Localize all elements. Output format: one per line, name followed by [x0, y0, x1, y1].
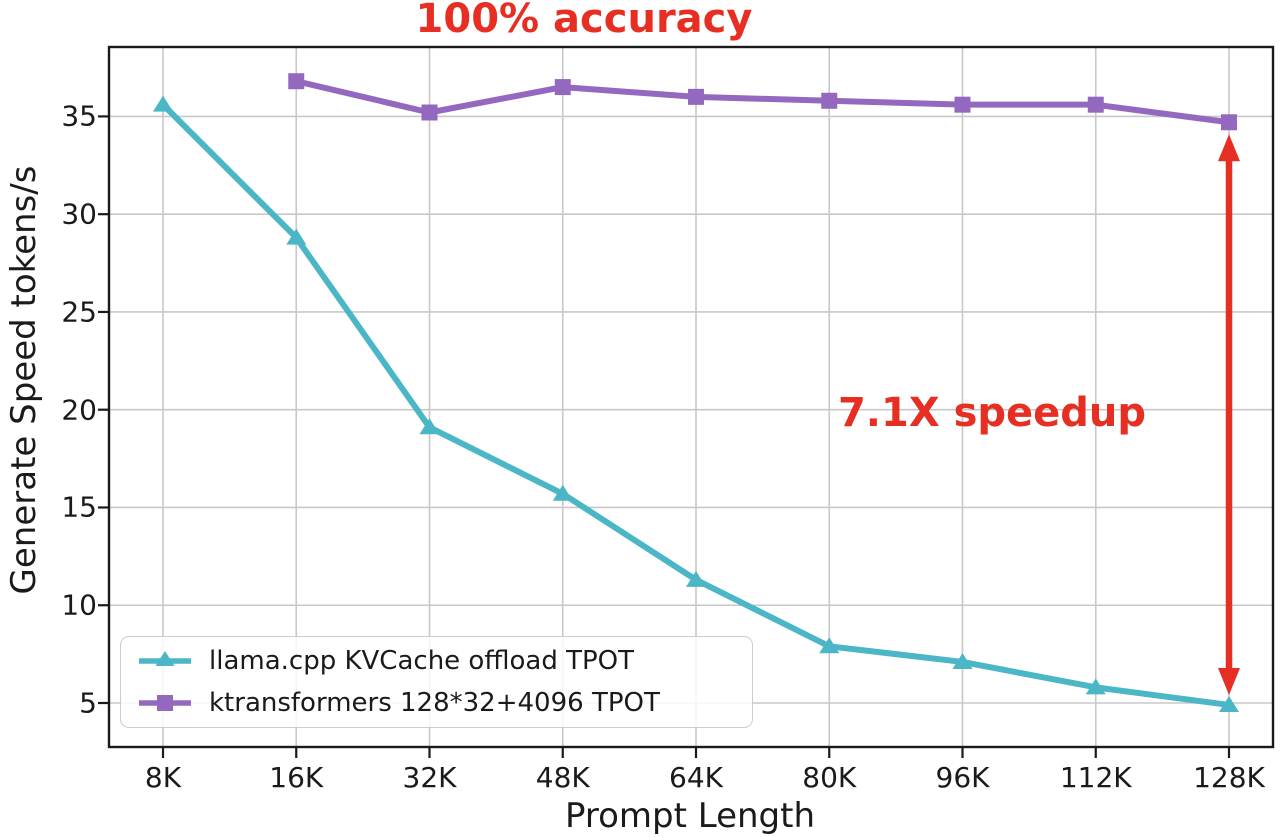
y-tick-label: 35	[61, 99, 97, 133]
data-point-marker	[286, 228, 307, 245]
data-point-marker	[552, 484, 573, 501]
y-tick-label: 20	[61, 393, 97, 427]
data-point-marker	[952, 652, 973, 669]
legend-label-llamacpp: llama.cpp KVCache offload TPOT	[209, 646, 634, 676]
y-tick-label: 25	[61, 295, 97, 329]
data-point-marker	[688, 88, 704, 105]
data-point-marker	[1221, 114, 1237, 131]
data-point-marker	[821, 92, 838, 109]
y-tick-label: 5	[79, 686, 97, 720]
data-point-marker	[288, 73, 305, 90]
data-point-marker	[554, 79, 571, 96]
legend-item-llamacpp: llama.cpp KVCache offload TPOT	[137, 642, 752, 680]
y-tick-label: 15	[61, 490, 97, 524]
plot-border	[107, 45, 1275, 749]
series-line-1	[293, 78, 1232, 126]
triangle-marker-icon	[139, 651, 191, 666]
x-tick-label: 128K	[1193, 761, 1265, 794]
data-point-marker	[1087, 96, 1104, 113]
x-tick-label: 8K	[144, 761, 182, 794]
data-point-marker	[1085, 678, 1106, 695]
x-tick-label: 32K	[402, 761, 457, 794]
x-tick-label: 16K	[269, 761, 324, 794]
speedup-annotation: 7.1X speedup	[837, 390, 1147, 436]
y-tick-label: 30	[61, 197, 97, 231]
data-point-marker	[686, 570, 706, 587]
data-point-marker	[419, 418, 440, 435]
x-tick-label: 112K	[1059, 761, 1132, 794]
legend: llama.cpp KVCache offload TPOT ktransfor…	[120, 636, 753, 728]
x-tick-label: 80K	[802, 761, 857, 794]
x-tick-label: 96K	[935, 761, 990, 794]
data-point-marker	[421, 104, 438, 121]
speedup-arrow-head-down	[1218, 667, 1240, 695]
data-point-marker	[1219, 695, 1239, 712]
x-tick-label: 48K	[535, 761, 590, 794]
legend-label-ktransformers: ktransformers 128*32+4096 TPOT	[209, 688, 660, 718]
data-point-marker	[819, 637, 840, 654]
square-marker-icon	[139, 695, 191, 711]
legend-item-ktransformers: ktransformers 128*32+4096 TPOT	[137, 684, 752, 722]
x-axis-label: Prompt Length	[564, 796, 816, 836]
data-point-marker	[153, 95, 173, 112]
x-tick-label: 64K	[669, 761, 723, 794]
y-tick-label: 10	[61, 588, 97, 622]
chart-title: 100% accuracy	[415, 0, 753, 42]
data-point-marker	[954, 96, 971, 113]
speedup-arrow-head-up	[1218, 134, 1240, 162]
